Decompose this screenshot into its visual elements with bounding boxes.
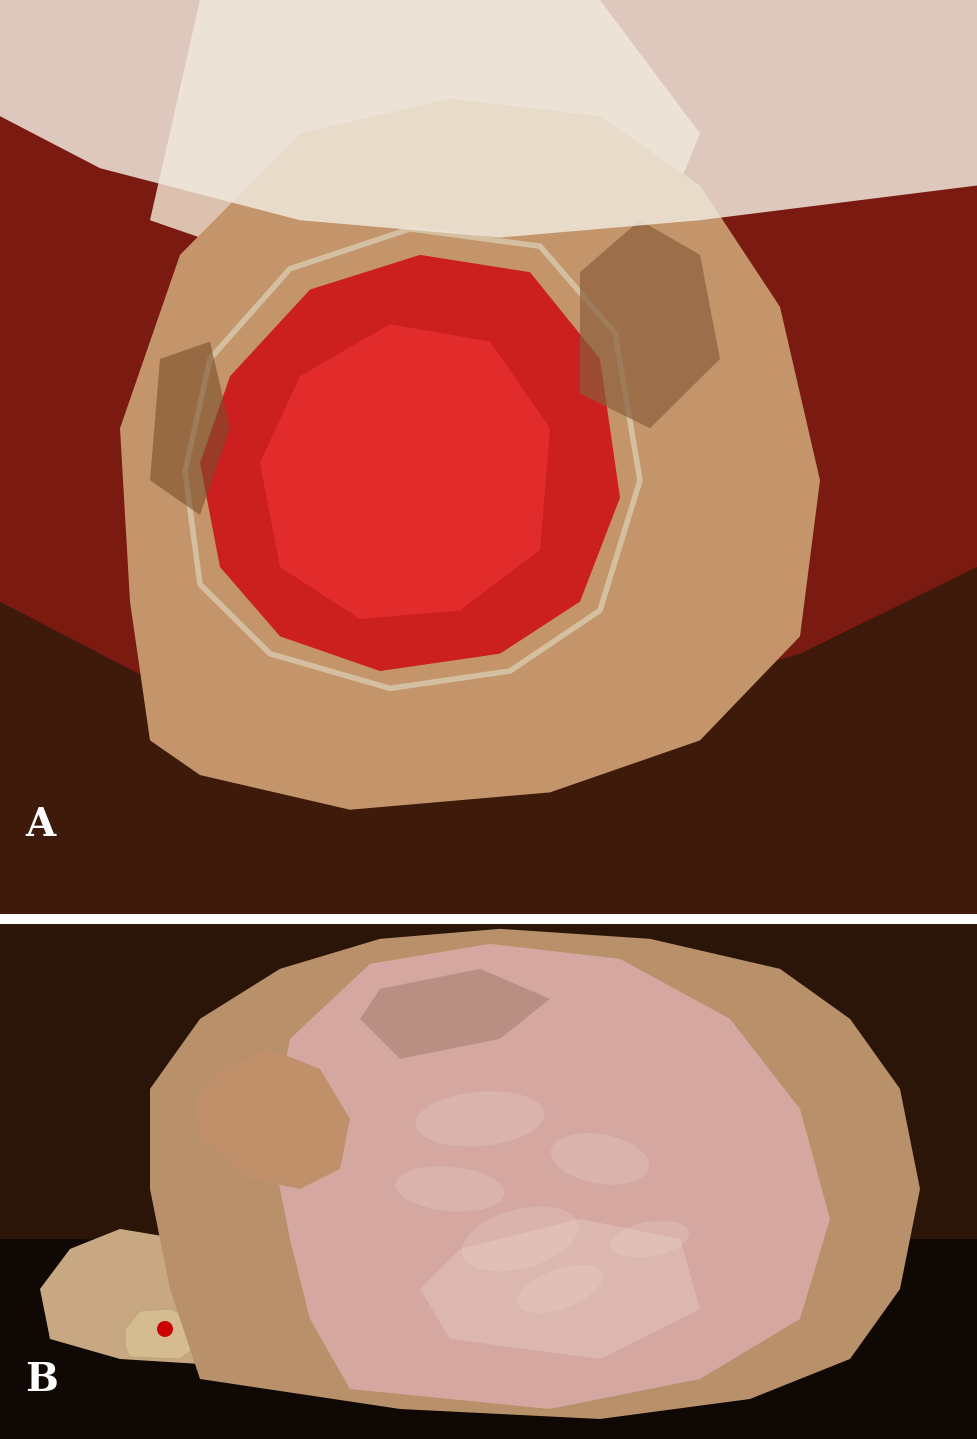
Polygon shape xyxy=(150,341,230,515)
Polygon shape xyxy=(420,1219,700,1358)
Polygon shape xyxy=(0,924,977,1439)
Ellipse shape xyxy=(395,1166,505,1212)
Ellipse shape xyxy=(517,1265,603,1314)
Polygon shape xyxy=(200,255,620,671)
Polygon shape xyxy=(120,99,820,810)
Text: B: B xyxy=(25,1361,58,1399)
Ellipse shape xyxy=(415,1091,545,1147)
Ellipse shape xyxy=(551,1132,650,1186)
Polygon shape xyxy=(125,1309,200,1358)
Polygon shape xyxy=(0,1239,977,1439)
Ellipse shape xyxy=(611,1220,690,1258)
Polygon shape xyxy=(580,220,720,429)
Circle shape xyxy=(157,1321,173,1337)
Polygon shape xyxy=(195,1049,350,1189)
Polygon shape xyxy=(0,0,977,914)
Polygon shape xyxy=(0,0,977,237)
Polygon shape xyxy=(150,928,920,1419)
Polygon shape xyxy=(40,1229,240,1364)
Ellipse shape xyxy=(461,1206,578,1272)
Polygon shape xyxy=(0,567,977,914)
Polygon shape xyxy=(260,324,550,619)
Text: A: A xyxy=(25,806,56,845)
Polygon shape xyxy=(150,0,700,307)
Polygon shape xyxy=(270,944,830,1409)
Polygon shape xyxy=(360,968,550,1059)
